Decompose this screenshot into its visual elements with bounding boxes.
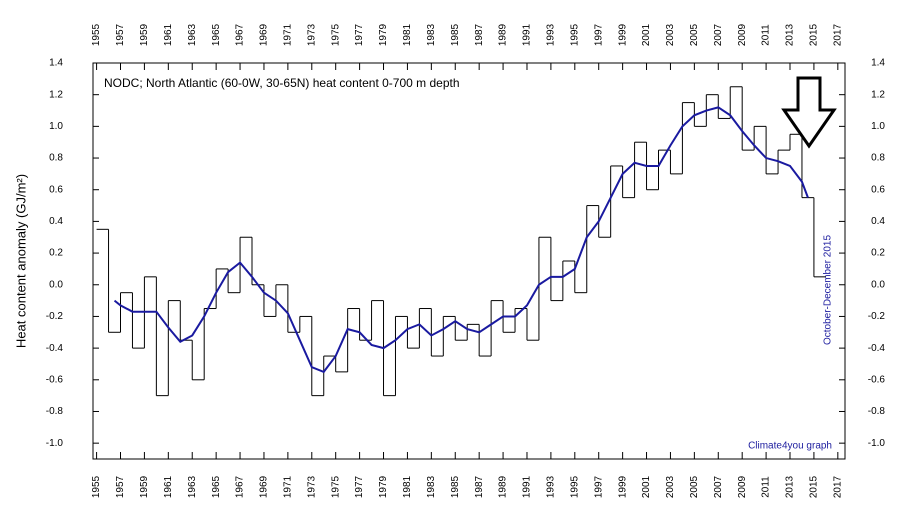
x-tick-label: 1975 [330, 475, 341, 498]
x-tick-label: 1959 [139, 23, 150, 46]
x-tick-label: 1977 [354, 23, 365, 46]
y-tick-label: 0.4 [49, 216, 63, 227]
x-tick-label: 1999 [617, 475, 628, 498]
plot-frame [92, 62, 846, 460]
y-tick-label: -0.2 [868, 311, 886, 322]
x-tick-label: 1959 [139, 475, 150, 498]
y-tick-label: -0.6 [46, 374, 64, 385]
y-tick-label: 0.6 [49, 184, 63, 195]
x-tick-label: 1981 [402, 23, 413, 46]
x-tick-label: 1985 [450, 475, 461, 498]
x-tick-label: 2009 [737, 475, 748, 498]
x-tick-label: 1955 [91, 23, 102, 46]
x-tick-label: 1991 [522, 475, 533, 498]
y-tick-label: 1.2 [871, 89, 885, 100]
x-tick-label: 1957 [115, 475, 126, 498]
x-tick-label: 2001 [641, 475, 652, 498]
x-tick-label: 2013 [785, 475, 796, 498]
x-tick-label: 2005 [689, 475, 700, 498]
annotation: October-December 2015 [823, 235, 834, 345]
x-tick-label: 1977 [354, 475, 365, 498]
x-tick-label: 1963 [187, 475, 198, 498]
chart-title: NODC; North Atlantic (60-0W, 30-65N) hea… [104, 76, 460, 90]
y-tick-label: 0.2 [49, 248, 63, 259]
x-tick-label: 1965 [211, 23, 222, 46]
x-tick-label: 1995 [569, 23, 580, 46]
x-tick-label: 2005 [689, 23, 700, 46]
annotation: Climate4you graph [748, 441, 832, 452]
x-tick-label: 2003 [665, 475, 676, 498]
x-tick-label: 1995 [569, 475, 580, 498]
y-tick-label: -0.8 [868, 406, 886, 417]
y-tick-label: -0.2 [46, 311, 64, 322]
x-tick-label: 1979 [378, 23, 389, 46]
y-tick-label: 0.6 [871, 184, 885, 195]
y-tick-label: 0.8 [49, 153, 63, 164]
y-tick-label: 1.0 [49, 121, 63, 132]
x-tick-label: 1981 [402, 475, 413, 498]
y-tick-label: 1.0 [871, 121, 885, 132]
x-tick-label: 1973 [306, 475, 317, 498]
y-tick-label: 1.2 [49, 89, 63, 100]
y-tick-label: 1.4 [871, 58, 885, 69]
x-tick-label: 1969 [259, 475, 270, 498]
x-tick-label: 1989 [498, 475, 509, 498]
y-tick-label: 0.0 [49, 279, 63, 290]
y-tick-label: -1.0 [46, 438, 64, 449]
x-tick-label: 1963 [187, 23, 198, 46]
y-tick-label: 0.4 [871, 216, 885, 227]
x-tick-label: 1999 [617, 23, 628, 46]
x-tick-label: 1997 [593, 23, 604, 46]
x-tick-label: 1971 [283, 23, 294, 46]
x-tick-label: 1983 [426, 23, 437, 46]
x-tick-label: 2015 [809, 475, 820, 498]
x-tick-label: 1989 [498, 23, 509, 46]
x-tick-label: 1971 [283, 475, 294, 498]
x-tick-label: 1965 [211, 475, 222, 498]
y-tick-label: 0.2 [871, 248, 885, 259]
y-tick-label: 0.0 [871, 279, 885, 290]
x-tick-label: 1987 [474, 475, 485, 498]
x-tick-label: 1973 [306, 23, 317, 46]
y-tick-label: -0.6 [868, 374, 886, 385]
x-tick-label: 2001 [641, 23, 652, 46]
x-tick-label: 1957 [115, 23, 126, 46]
y-tick-label: 0.8 [871, 153, 885, 164]
x-tick-label: 2007 [713, 23, 724, 46]
y-axis-label: Heat content anomaly (GJ/m²) [13, 174, 28, 348]
x-tick-label: 1979 [378, 475, 389, 498]
x-tick-label: 1969 [259, 23, 270, 46]
x-tick-label: 1955 [91, 475, 102, 498]
x-tick-label: 2015 [809, 23, 820, 46]
x-tick-label: 1987 [474, 23, 485, 46]
x-tick-label: 1961 [163, 23, 174, 46]
running-mean-line [113, 106, 809, 374]
y-tick-label: -0.8 [46, 406, 64, 417]
y-tick-label: -0.4 [46, 343, 64, 354]
x-tick-label: 1967 [235, 23, 246, 46]
x-tick-label: 1967 [235, 475, 246, 498]
x-tick-label: 2017 [832, 23, 843, 46]
x-tick-label: 1985 [450, 23, 461, 46]
x-tick-label: 1983 [426, 475, 437, 498]
x-tick-label: 2017 [832, 475, 843, 498]
x-tick-label: 1997 [593, 475, 604, 498]
x-tick-label: 1991 [522, 23, 533, 46]
x-tick-label: 1961 [163, 475, 174, 498]
x-tick-label: 2011 [761, 476, 772, 498]
x-tick-label: 1993 [546, 23, 557, 46]
x-tick-label: 2009 [737, 23, 748, 46]
x-tick-label: 2007 [713, 475, 724, 498]
y-tick-label: 1.4 [49, 58, 63, 69]
x-tick-label: 1975 [330, 23, 341, 46]
x-tick-label: 2011 [761, 24, 772, 46]
arrow-icon [781, 76, 837, 149]
x-tick-label: 2003 [665, 23, 676, 46]
y-tick-label: -1.0 [868, 438, 886, 449]
x-tick-label: 2013 [785, 23, 796, 46]
y-tick-label: -0.4 [868, 343, 886, 354]
x-tick-label: 1993 [546, 475, 557, 498]
